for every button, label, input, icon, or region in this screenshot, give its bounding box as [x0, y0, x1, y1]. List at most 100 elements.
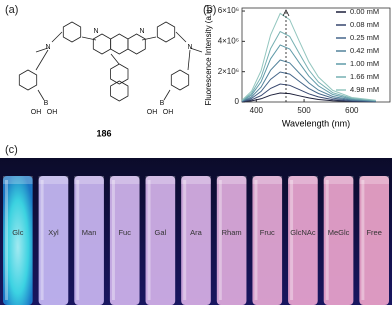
vial-cap-line	[109, 176, 140, 184]
x-tick-label: 600	[345, 106, 359, 115]
atom-label: OH	[163, 109, 174, 116]
ring	[62, 21, 82, 43]
bond	[187, 49, 191, 71]
panel-label: (b)	[203, 4, 216, 16]
vial	[74, 176, 104, 305]
spectrum-line	[241, 83, 376, 103]
vial-highlight	[147, 180, 151, 300]
vial-cap-line	[359, 176, 389, 184]
ring	[110, 63, 129, 85]
spectrum-line	[241, 59, 376, 102]
vial-highlight	[111, 180, 115, 300]
bond	[81, 36, 97, 41]
plot-frame	[241, 7, 391, 103]
legend-label: 1.00 mM	[350, 59, 379, 68]
panel-label: (a)	[5, 4, 18, 16]
bond	[141, 36, 157, 41]
spectrum-line	[241, 30, 376, 102]
bond	[110, 53, 120, 65]
vial-highlight	[40, 180, 44, 300]
vial	[3, 176, 33, 305]
vial-label: Fruc	[260, 228, 275, 237]
legend-label: 0.00 mM	[350, 7, 379, 16]
vial-label: Man	[82, 228, 97, 237]
vial-cap-line	[181, 176, 211, 184]
atom-label: OH	[47, 109, 58, 116]
vial	[252, 176, 283, 305]
compound-number: 186	[96, 128, 111, 138]
atom-label: N	[139, 28, 144, 35]
spectrum-line	[241, 44, 376, 102]
y-tick-label: 4×10⁶	[218, 36, 239, 45]
y-tick-label: 0	[235, 97, 240, 106]
vial-highlight	[5, 180, 8, 300]
vials: Glc Xyl Man Fuc Gal Ara Rham Fruc GlcNAc MeGlc Fre…	[3, 176, 389, 305]
vial	[288, 176, 318, 305]
y-axis-title: Fluorescence Intensity (a.u.)	[204, 4, 213, 105]
legend-label: 0.08 mM	[350, 20, 379, 29]
vial-highlight	[325, 180, 329, 300]
spectrum-line	[241, 71, 376, 102]
vial-label: Gal	[155, 228, 167, 237]
y-tick-label: 2×10⁶	[218, 67, 239, 76]
vial-label: MeGlc	[328, 228, 350, 237]
legend-label: 0.42 mM	[350, 46, 379, 55]
ring	[127, 33, 146, 55]
x-axis-title: Wavelength (nm)	[282, 118, 350, 128]
vial	[109, 176, 140, 305]
ring	[110, 80, 129, 102]
vial-highlight	[254, 180, 258, 300]
x-tick-label: 500	[297, 106, 311, 115]
vial-cap-line	[288, 176, 318, 184]
ring	[170, 69, 190, 91]
vial	[216, 176, 247, 305]
legend-label: 0.25 mM	[350, 33, 379, 42]
vial	[181, 176, 211, 305]
ring	[156, 21, 176, 43]
ring	[110, 33, 129, 55]
spectrum-line	[241, 92, 376, 103]
vial-cap-line	[216, 176, 247, 184]
vial-highlight	[76, 180, 80, 300]
vial-highlight	[218, 180, 222, 300]
vial	[38, 176, 69, 305]
panel-label: (c)	[5, 144, 18, 156]
atom-label: OH	[147, 109, 158, 116]
legend-label: 4.98 mM	[350, 85, 379, 94]
vial	[323, 176, 354, 305]
vial-highlight	[183, 180, 187, 300]
bond	[35, 47, 49, 53]
vial-highlight	[361, 180, 365, 300]
vial-label: Glc	[12, 228, 24, 237]
vial	[359, 176, 389, 305]
vial	[145, 176, 176, 305]
bond	[163, 89, 171, 101]
atom-label: B	[160, 100, 165, 107]
x-tick-label: 400	[250, 106, 264, 115]
vial-label: Rham	[222, 228, 242, 237]
vial-cap-line	[38, 176, 69, 184]
vial-cap-line	[145, 176, 176, 184]
bond	[175, 31, 187, 43]
spectrum-line	[241, 12, 376, 101]
vial-label: Fuc	[118, 228, 131, 237]
vial-label: Xyl	[48, 228, 59, 237]
atom-label: OH	[31, 109, 42, 116]
atom-label: N	[93, 28, 98, 35]
ring	[18, 69, 38, 91]
atom-label: N	[187, 44, 192, 51]
vial-label: GlcNAc	[290, 228, 316, 237]
chart: 0 2×10⁶ 4×10⁶ 6×10⁶ 400 500 600 Wavelength (nm)…	[204, 4, 391, 128]
vial-highlight	[290, 180, 294, 300]
vial-cap-line	[74, 176, 104, 184]
vial-cap-line	[3, 176, 33, 184]
ring	[92, 33, 112, 55]
bond	[37, 89, 45, 101]
bond	[35, 49, 49, 71]
legend-label: 1.66 mM	[350, 72, 379, 81]
bond	[189, 47, 203, 53]
bond	[51, 31, 63, 43]
vial-label: Free	[366, 228, 381, 237]
